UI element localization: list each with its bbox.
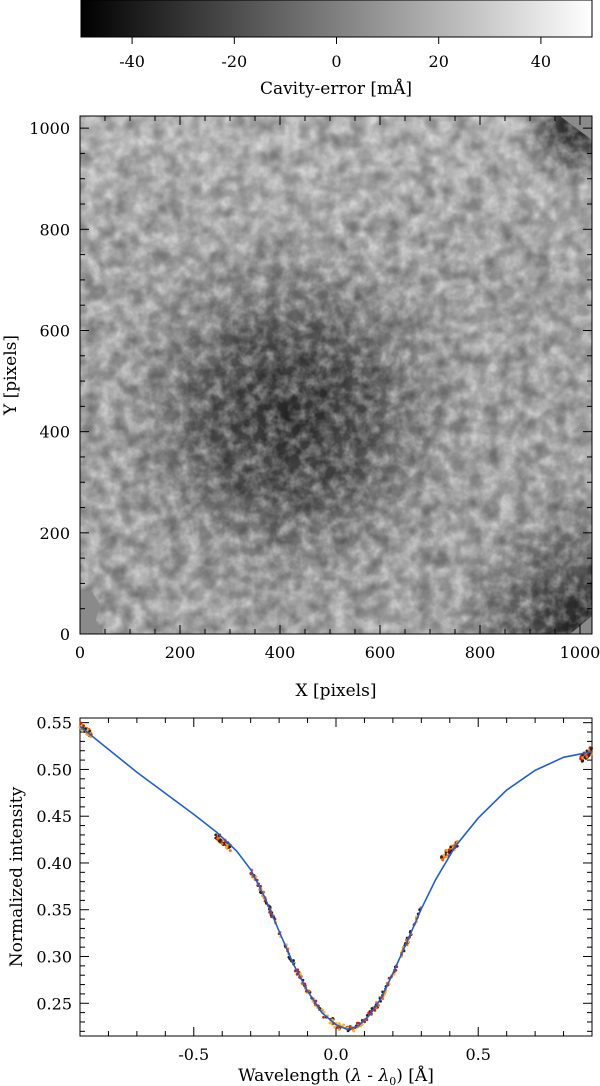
scatter-point — [449, 845, 453, 849]
scatter-point — [352, 1029, 356, 1033]
line-x-tick-label: -0.5 — [178, 1045, 209, 1064]
map-y-tick-label: 800 — [39, 220, 70, 239]
line-plot-ticks: -0.5 0.0 0.5 0.25 0.30 0.35 0.40 0.45 0.50 0.55 — [36, 714, 593, 1064]
map-x-tick-label: 0 — [75, 643, 85, 662]
map-y-tick-label: 400 — [39, 423, 70, 442]
line-y-tick-label: 0.40 — [36, 854, 72, 873]
map-masked-corner-bottom-left — [80, 590, 104, 634]
map-ticks: 0 200 400 600 800 1000 0 200 400 600 800 1000 — [29, 116, 600, 662]
map-y-tick-label: 200 — [39, 524, 70, 543]
scatter-point — [225, 846, 228, 849]
scatter-point — [220, 842, 224, 846]
colorbar-tick-label: -40 — [119, 52, 145, 71]
line-x-axis-label: Wavelength (λ - λ0) [Å] — [238, 1065, 434, 1086]
map-masked-corner-top-right — [560, 116, 592, 140]
colorbar-tick-label: -20 — [221, 52, 247, 71]
scatter-point — [440, 855, 444, 859]
scatter-point — [337, 1022, 341, 1026]
scatter-point — [377, 1003, 380, 1007]
scatter-point — [580, 759, 584, 763]
colorbar-label: Cavity-error [mÅ] — [260, 78, 412, 99]
map-texture-dark — [80, 116, 592, 634]
scatter-point — [216, 836, 220, 840]
scatter-point — [585, 749, 589, 753]
map-y-tick-label: 0 — [60, 625, 70, 644]
scatter-point — [79, 721, 83, 725]
line-y-tick-label: 0.50 — [36, 760, 72, 779]
colorbar-gradient — [80, 0, 593, 38]
scatter-point — [214, 833, 218, 837]
scatter-point — [447, 848, 451, 852]
scatter-point — [451, 844, 455, 848]
scatter-point — [587, 754, 591, 757]
scatter-point — [445, 855, 449, 859]
scatter-point — [442, 853, 446, 857]
line-y-tick-label: 0.30 — [36, 948, 72, 967]
colorbar-ticks: -40 -20 0 20 40 — [119, 37, 551, 71]
line-y-tick-label: 0.45 — [36, 807, 72, 826]
colorbar-tick-label: 0 — [331, 52, 341, 71]
line-y-tick-label: 0.35 — [36, 901, 72, 920]
map-x-axis-label: X [pixels] — [296, 681, 377, 701]
scatter-point — [370, 1007, 374, 1010]
map-x-tick-label: 600 — [365, 643, 396, 662]
map-y-tick-label: 1000 — [29, 119, 70, 138]
scatter-point — [590, 746, 594, 750]
map-y-tick-label: 600 — [39, 321, 70, 340]
map-y-axis-label: Y [pixels] — [1, 335, 21, 416]
line-profile-plot: -0.5 0.0 0.5 0.25 0.30 0.35 0.40 0.45 0.50 0.55 N… — [7, 714, 594, 1086]
scatter-point — [367, 1011, 371, 1015]
scatter-point — [441, 858, 445, 861]
line-y-axis-label: Normalized intensity — [7, 786, 27, 967]
map-x-tick-label: 200 — [165, 643, 196, 662]
line-x-tick-label: 0.0 — [323, 1045, 348, 1064]
scatter-point — [336, 1025, 339, 1029]
map-frame — [79, 115, 593, 635]
scatter-point — [445, 848, 449, 852]
colorbar: -40 -20 0 20 40 Cavity-error [mÅ] — [80, 0, 593, 99]
map-x-tick-label: 1000 — [560, 643, 600, 662]
line-y-tick-label: 0.25 — [36, 994, 72, 1013]
cavity-error-map: 0 200 400 600 800 1000 0 200 400 600 800 1000 X [pi… — [1, 115, 600, 701]
scatter-point — [585, 755, 589, 759]
scatter-point — [218, 839, 222, 843]
scatter-point — [228, 849, 232, 853]
scatter-point — [342, 1023, 346, 1027]
scatter-point — [333, 1025, 337, 1029]
profile-fit-line — [79, 725, 593, 1031]
line-plot-frame — [79, 717, 593, 1037]
scatter-point — [581, 756, 585, 759]
scatter-point — [337, 1028, 341, 1031]
map-x-tick-label: 400 — [265, 643, 296, 662]
scatter-point — [322, 1015, 325, 1019]
colorbar-tick-label: 40 — [531, 52, 551, 71]
line-y-tick-label: 0.55 — [36, 714, 72, 733]
colorbar-tick-label: 20 — [429, 52, 449, 71]
line-x-tick-label: 0.5 — [465, 1045, 490, 1064]
scatter-point — [82, 724, 85, 728]
map-x-tick-label: 800 — [465, 643, 496, 662]
scatter-point — [322, 1010, 326, 1014]
map-masked-corner-bottom-right — [570, 616, 592, 634]
